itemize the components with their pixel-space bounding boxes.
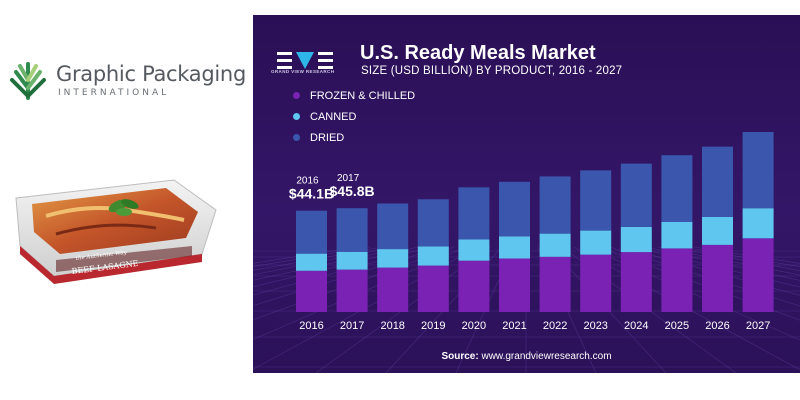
grand-view-research-logo-icon [277,52,333,69]
bar-canned-2017 [336,251,368,270]
bar-dried-2016 [296,210,327,254]
chart-subtitle: SIZE (USD BILLION) BY PRODUCT, 2016 - 20… [361,65,623,77]
bar-frozen-chilled-2020 [458,260,490,312]
legend-label-frozen-chilled: FROZEN & CHILLED [310,89,416,102]
x-tick-label-2016: 2016 [299,320,323,332]
legend-item-dried: DRIED [293,127,415,148]
bar-frozen-chilled-2023 [580,254,612,312]
bar-dried-2025 [661,155,693,222]
annotation-value-2017: $45.8B [330,183,375,199]
x-tick-label-2024: 2024 [624,320,648,332]
graphic-packaging-logo: Graphic Packaging INTERNATIONAL [6,56,251,106]
bar-canned-2016 [296,253,327,271]
x-tick-label-2026: 2026 [705,320,729,332]
floor-grid-line [253,246,383,271]
bar-dried-2023 [580,170,612,231]
grand-view-research-logo-text: GRAND VIEW RESEARCH [271,69,335,74]
chart-canvas: 2016 2017 2018 2019 2020 2021 2022 2023 2024 2025… [253,132,800,373]
bar-frozen-chilled-2016 [296,270,327,312]
bar-dried-2019 [417,199,449,247]
bar-canned-2025 [661,222,693,249]
brand-subtitle: INTERNATIONAL [58,88,170,98]
bar-dried-2017 [336,208,368,252]
legend-swatch-dried [293,134,300,141]
bar-dried-2027 [742,132,774,209]
bar-canned-2026 [702,216,733,245]
x-tick-label-2020: 2020 [462,320,486,332]
legend-item-canned: CANNED [293,106,415,127]
bar-frozen-chilled-2017 [336,269,368,312]
bars-group [296,132,774,312]
bar-canned-2021 [499,236,530,259]
bar-dried-2024 [620,163,652,227]
leaf-logo-icon [10,62,46,100]
bar-canned-2024 [620,226,652,253]
annotation-year-2017: 2017 [337,173,360,184]
bar-canned-2023 [580,230,612,255]
bar-canned-2022 [539,233,571,257]
chart-panel: 2016 2017 2018 2019 2020 2021 2022 2023 2024 2025… [253,15,800,373]
legend-label-canned: CANNED [310,110,357,123]
bar-canned-2018 [377,249,409,268]
x-axis-ticks: 2016 2017 2018 2019 2020 2021 2022 2023 2024 2025… [299,320,770,332]
legend-label-dried: DRIED [310,131,345,144]
x-tick-label-2022: 2022 [543,320,567,332]
x-tick-label-2018: 2018 [380,320,404,332]
bar-frozen-chilled-2027 [742,238,774,312]
annotation-year-2016: 2016 [296,176,319,187]
bar-dried-2026 [702,146,733,217]
left-panel: Graphic Packaging INTERNATIONAL the Auth… [0,0,252,400]
source-label: Source: [441,351,479,362]
x-tick-label-2019: 2019 [421,320,445,332]
bar-frozen-chilled-2022 [539,256,571,312]
source-url: www.grandviewresearch.com [481,351,612,362]
floor-grid-line [669,246,800,271]
floor-grid-line [621,246,800,296]
x-tick-label-2025: 2025 [665,320,689,332]
ready-meal-tray-image: the Authentic Way BEEF LASAGNE [15,179,217,284]
chart-legend: FROZEN & CHILLED CANNED DRIED [293,85,415,148]
bar-frozen-chilled-2026 [702,244,733,312]
floor-grid-line [253,246,395,276]
bar-frozen-chilled-2019 [417,265,449,312]
bar-dried-2018 [377,203,409,250]
bar-frozen-chilled-2021 [499,258,530,312]
x-tick-label-2017: 2017 [340,320,364,332]
chart-title: U.S. Ready Meals Market [360,42,596,64]
legend-swatch-frozen-chilled [293,92,300,99]
bar-frozen-chilled-2025 [661,248,693,312]
x-tick-label-2027: 2027 [746,320,770,332]
bar-dried-2021 [499,181,530,237]
floor-grid-line [253,246,419,288]
x-tick-label-2021: 2021 [502,320,526,332]
bar-canned-2019 [417,246,449,266]
legend-item-frozen-chilled: FROZEN & CHILLED [293,85,415,106]
bar-canned-2020 [458,239,490,261]
annotation-value-2016: $44.1B [289,186,334,202]
legend-swatch-canned [293,113,300,120]
bar-dried-2020 [458,187,490,240]
bar-dried-2022 [539,176,571,234]
chart-source: Source: www.grandviewresearch.com [253,351,800,362]
bar-frozen-chilled-2018 [377,267,409,312]
floor-grid-line [253,246,443,306]
bar-frozen-chilled-2024 [620,252,652,312]
bar-canned-2027 [742,208,774,239]
x-tick-label-2023: 2023 [583,320,607,332]
brand-name: Graphic Packaging [56,62,246,86]
